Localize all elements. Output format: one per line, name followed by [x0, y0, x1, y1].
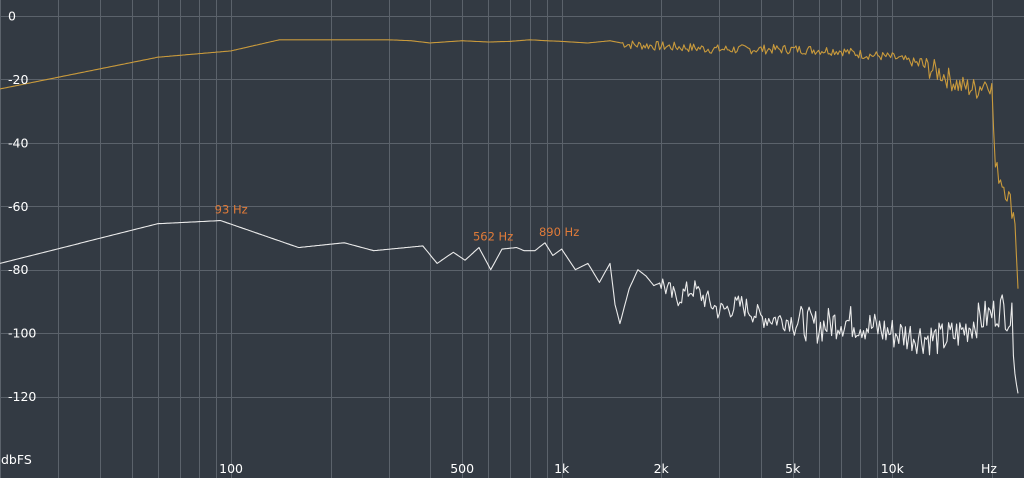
tick-labels: 0 -20 -40 -60 -80 -100 -120 100 500 1k 2k 5k 10k [8, 9, 905, 477]
peak-label: 562 Hz [473, 230, 513, 244]
y-tick-label: -20 [8, 72, 28, 87]
annotations: 93 Hz 562 Hz 890 Hz [215, 203, 580, 244]
x-tick-label: 500 [450, 461, 474, 476]
x-tick-label: 10k [881, 461, 905, 476]
peak-label: 890 Hz [539, 225, 579, 239]
y-tick-label: -80 [8, 262, 28, 277]
y-axis-label: dbFS [1, 452, 32, 467]
series-line-1 [0, 39, 1019, 289]
y-tick-label: 0 [8, 9, 16, 24]
y-tick-label: -120 [8, 389, 36, 404]
x-tick-label: 1k [554, 461, 570, 476]
series-line-2 [0, 220, 1019, 394]
x-tick-label: 5k [785, 461, 801, 476]
y-tick-label: -40 [8, 135, 28, 150]
peak-label: 93 Hz [215, 203, 248, 217]
series-layer [0, 39, 1019, 394]
x-axis-label: Hz [981, 461, 997, 476]
y-tick-label: -60 [8, 199, 28, 214]
y-tick-label: -100 [8, 326, 36, 341]
x-tick-label: 2k [654, 461, 670, 476]
x-tick-label: 100 [219, 461, 243, 476]
